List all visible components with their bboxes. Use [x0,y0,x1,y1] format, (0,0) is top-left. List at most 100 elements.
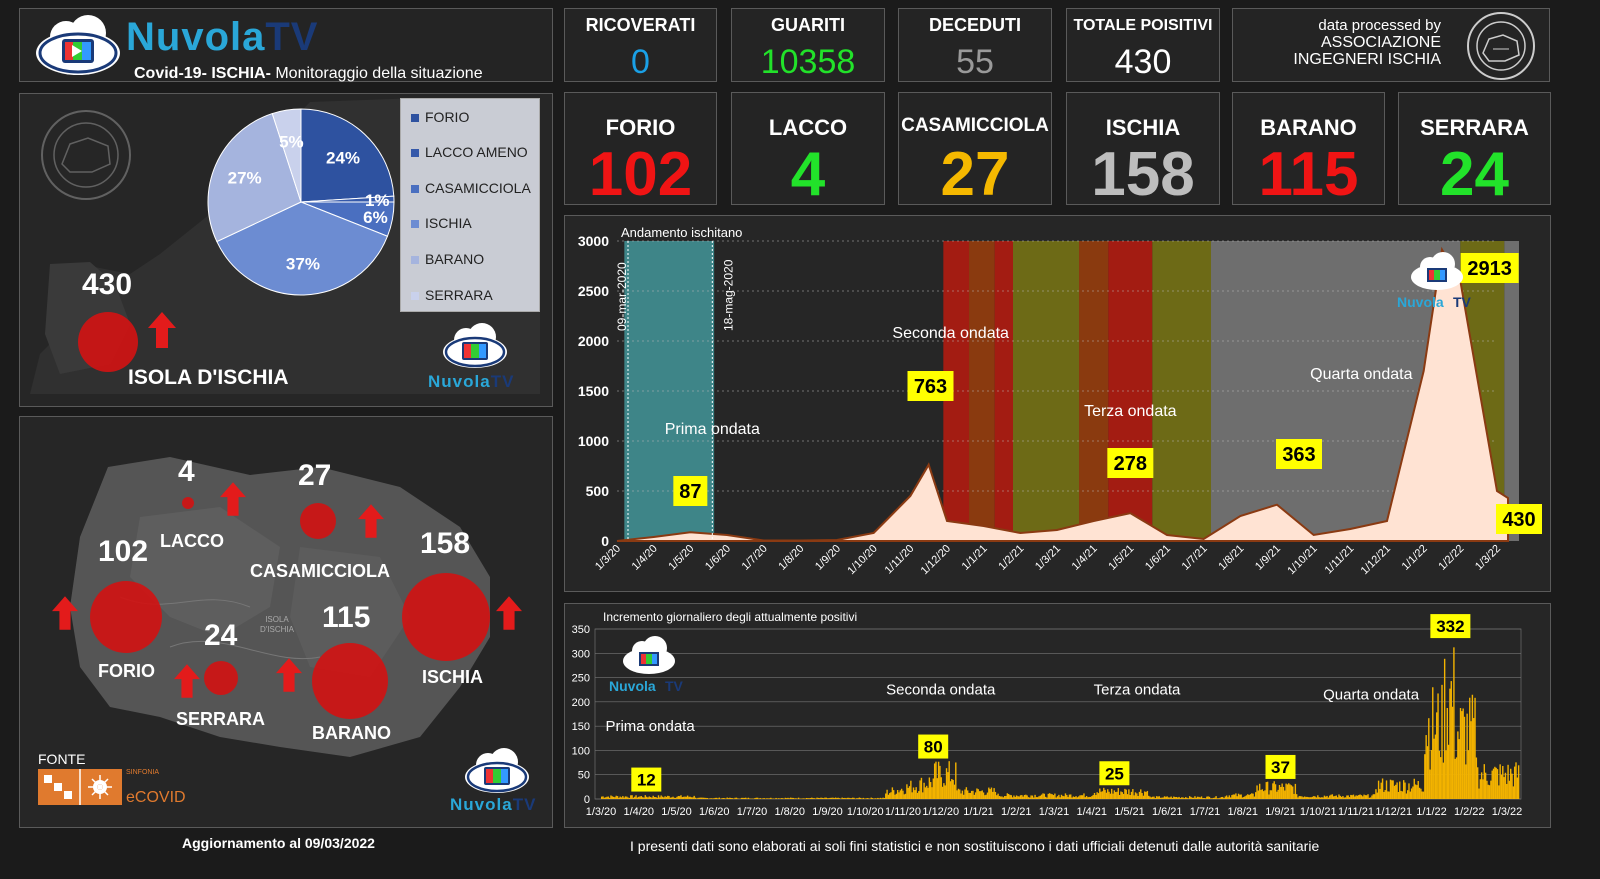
daily-bar [735,797,738,799]
daily-bar [1355,795,1357,799]
daily-bar [730,797,732,799]
x-tick-label: 1/7/21 [1190,806,1221,818]
daily-bar [949,781,952,799]
x-tick-label: 1/6/20 [699,806,730,818]
map-num-ischia: 158 [420,527,471,560]
daily-bar [1446,708,1448,799]
x-tick-label: 1/9/21 [1253,543,1283,573]
daily-bar [891,787,894,799]
town-barano: BARANO 115 [1232,92,1385,209]
daily-bar [1281,783,1283,799]
daily-bar [1517,765,1520,799]
daily-bar [878,798,880,799]
daily-bar [842,798,845,799]
daily-bar [803,798,805,799]
daily-bar [616,796,619,799]
daily-bar [1126,794,1129,799]
daily-bar [1239,794,1241,799]
daily-bar [694,797,697,799]
daily-bar [1367,794,1369,799]
daily-bar [1130,791,1133,799]
daily-bar [1397,791,1400,799]
daily-bar [733,798,735,799]
daily-bar [1166,796,1168,799]
daily-bar [1375,789,1377,799]
daily-bar [993,788,995,799]
daily-bar [766,798,768,799]
daily-bar [1381,778,1384,799]
daily-bar [1204,798,1207,799]
ecovid-label: eCOVID [126,789,186,806]
daily-bar [1060,794,1063,799]
daily-bar [1268,794,1270,799]
daily-bar [722,797,724,799]
daily-bar [832,797,834,799]
daily-bar [1056,796,1059,799]
x-tick-label: 1/10/20 [845,543,879,577]
daily-bar [1351,795,1353,799]
daily-bar [754,798,756,799]
wave-label: Prima ondata [665,421,760,438]
daily-bar [809,798,812,799]
daily-bar [1203,797,1205,799]
pie-slice [216,201,389,296]
daily-bar [1350,794,1352,799]
daily-bar [782,798,784,799]
daily-bar [615,795,617,799]
daily-bar [1280,786,1282,799]
daily-bar [1359,794,1361,799]
daily-bar [792,797,794,799]
daily-bar [1480,772,1483,799]
daily-bar [1029,797,1031,799]
daily-bar [998,796,1001,799]
daily-bar [645,796,648,799]
daily-bar [684,796,686,799]
daily-bar [1021,795,1023,799]
daily-bar [1052,795,1055,799]
daily-bar [1051,794,1053,799]
x-tick-label: 1/5/20 [661,806,692,818]
annotation-label: 363 [1282,444,1315,466]
daily-bar [929,782,932,799]
nuvolatv-logo-icon [465,748,529,793]
daily-bar [1059,797,1061,799]
daily-bar [1428,718,1430,799]
daily-bar [1142,795,1145,799]
daily-bar [637,796,640,799]
x-tick-label: 1/3/22 [1492,806,1523,818]
daily-bar [834,797,837,799]
daily-bar [772,798,775,799]
daily-bar [692,797,694,799]
x-tick-label: 1/1/22 [1416,806,1447,818]
x-tick-label: 1/9/20 [813,543,843,573]
island-label: ISOLA D'ISCHIA [128,366,289,389]
daily-bar [1221,796,1224,799]
daily-bar [1146,790,1149,799]
nuvolatv-logo-icon: Nuvola TV [1397,252,1472,310]
daily-bar [1346,795,1348,799]
town-value: 27 [940,140,1010,209]
stat-label: TOTALE POISITIVI [1073,17,1213,34]
daily-bar [1002,797,1005,799]
daily-bar [624,796,627,799]
annotation-box [1430,614,1471,639]
bubble-barano [312,643,388,719]
daily-bar [709,798,711,799]
daily-bar [1340,796,1343,799]
pie-label: 37% [286,254,320,273]
daily-bar [1227,797,1229,799]
daily-bar [1155,796,1158,799]
y-tick-label: 350 [572,624,590,636]
pie-label: 6% [363,208,388,227]
daily-bar [1120,791,1122,799]
daily-bar [1347,795,1349,799]
daily-bar [1257,790,1260,799]
daily-bar [1425,735,1427,799]
daily-bar [898,792,900,799]
daily-bar [1116,791,1118,799]
daily-bar [1273,781,1275,799]
daily-bar [801,798,804,799]
daily-bar [1454,758,1456,799]
daily-bar [1165,796,1167,799]
x-tick-label: 1/10/21 [1285,543,1319,577]
